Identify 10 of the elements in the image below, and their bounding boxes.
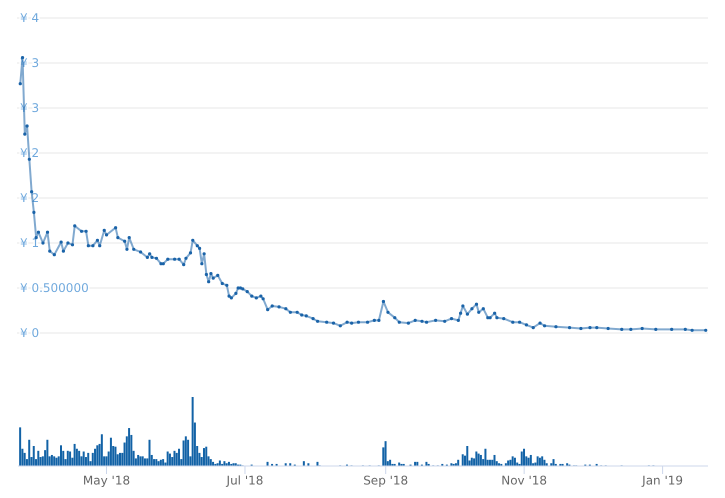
y-tick-label: ¥ 4 bbox=[20, 11, 40, 25]
y-tick-label: ¥ 0.500000 bbox=[20, 281, 89, 295]
x-tick-label: Jan '19 bbox=[641, 474, 684, 488]
y-tick-label: ¥ 2 bbox=[20, 146, 40, 160]
x-tick-label: Sep '18 bbox=[363, 474, 408, 488]
x-tick-label: Jul '18 bbox=[226, 474, 264, 488]
y-tick-label: ¥ 0 bbox=[20, 326, 40, 340]
y-tick-label: ¥ 1 bbox=[20, 236, 40, 250]
x-tick-label: Nov '18 bbox=[501, 474, 548, 488]
x-tick-label: May '18 bbox=[82, 474, 130, 488]
